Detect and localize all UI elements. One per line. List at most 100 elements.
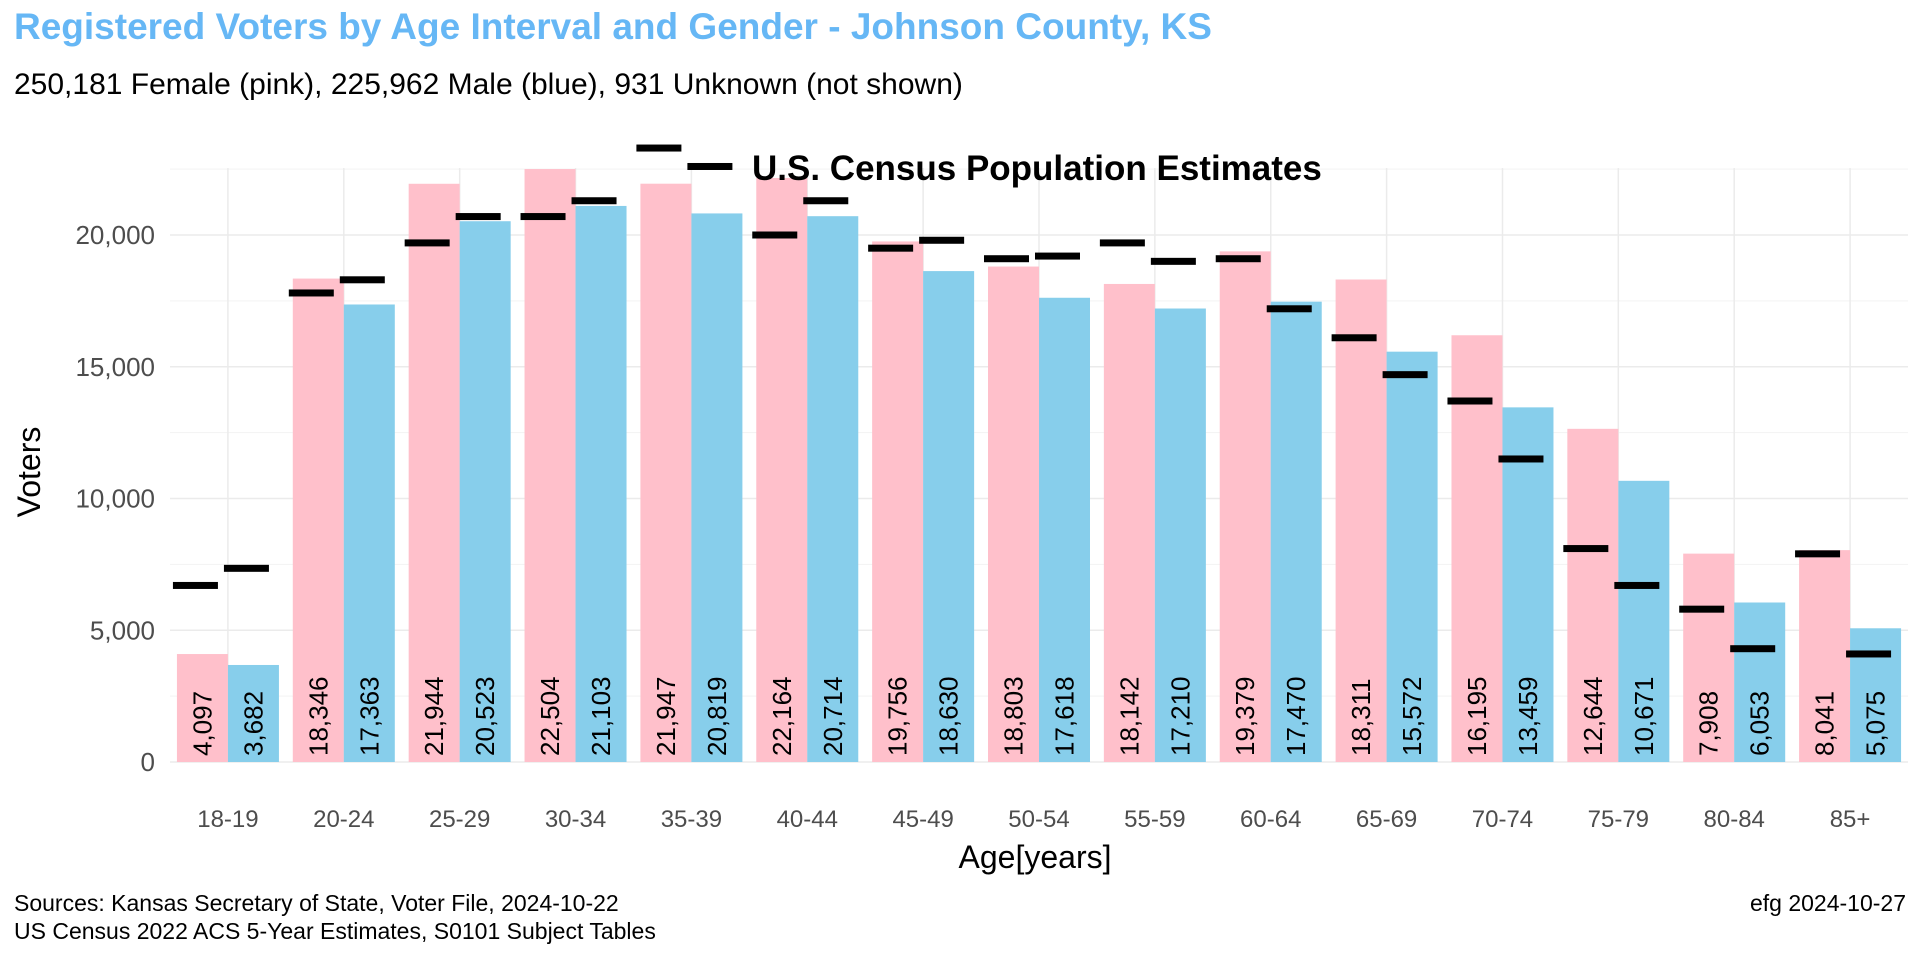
- x-tick-label: 55-59: [1124, 806, 1185, 833]
- x-axis-ticks: 18-19 20-24 25-29 30-34 35-39 40-44 45-49 50-54…: [197, 806, 1870, 833]
- male-bar: [923, 271, 975, 762]
- male-value-label: 6,053: [1745, 691, 1775, 756]
- y-axis-label: Voters: [11, 427, 47, 518]
- x-tick-label: 75-79: [1588, 806, 1649, 833]
- value-labels: 4,097 3,682 18,346 17,363 21,944 20,523 22,504…: [187, 676, 1890, 756]
- female-value-label: 18,803: [999, 676, 1029, 756]
- female-census-marker: [752, 231, 798, 239]
- female-value-label: 18,142: [1114, 676, 1144, 756]
- male-value-label: 13,459: [1513, 676, 1543, 756]
- x-tick-label: 60-64: [1240, 806, 1301, 833]
- male-value-label: 5,075: [1861, 691, 1891, 756]
- female-census-marker: [172, 581, 218, 589]
- female-value-label: 19,379: [1230, 676, 1260, 756]
- female-bar: [872, 241, 924, 763]
- male-bar: [575, 205, 627, 763]
- x-tick-label: 20-24: [313, 806, 374, 833]
- female-value-label: 21,947: [651, 676, 681, 756]
- chart-subtitle: 250,181 Female (pink), 225,962 Male (blu…: [14, 68, 963, 101]
- male-value-label: 20,819: [702, 676, 732, 756]
- female-bar: [1219, 251, 1271, 763]
- male-bar: [343, 304, 395, 762]
- female-bar: [1799, 550, 1851, 762]
- female-census-marker: [1099, 239, 1145, 247]
- male-bar: [1618, 480, 1670, 762]
- x-tick-label: 35-39: [661, 806, 722, 833]
- female-census-marker: [288, 289, 334, 297]
- female-value-label: 16,195: [1462, 676, 1492, 756]
- male-value-label: 17,363: [354, 676, 384, 756]
- census-markers: [172, 144, 1892, 658]
- x-tick-label: 25-29: [429, 806, 490, 833]
- female-value-label: 18,346: [303, 676, 333, 756]
- male-value-label: 18,630: [934, 676, 964, 756]
- source-line-1: Sources: Kansas Secretary of State, Vote…: [14, 890, 619, 916]
- female-bar: [988, 266, 1039, 762]
- y-axis-ticks: 0 5,000 10,000 15,000 20,000: [75, 220, 155, 777]
- male-census-marker: [1498, 455, 1544, 463]
- female-value-label: 21,944: [419, 676, 449, 756]
- male-census-marker: [1614, 581, 1660, 589]
- female-bar: [292, 278, 344, 762]
- male-value-label: 15,572: [1397, 676, 1427, 756]
- male-value-label: 17,618: [1050, 676, 1080, 756]
- y-tick-label: 15,000: [75, 352, 155, 382]
- female-value-label: 22,164: [767, 676, 797, 756]
- female-value-label: 8,041: [1810, 691, 1840, 756]
- source-line-2: US Census 2022 ACS 5-Year Estimates, S01…: [14, 918, 656, 944]
- female-bar: [640, 183, 692, 763]
- female-value-label: 12,644: [1578, 676, 1608, 756]
- male-census-marker: [1266, 305, 1312, 313]
- y-tick-label: 20,000: [75, 220, 155, 250]
- credit: efg 2024-10-27: [1749, 890, 1906, 916]
- male-census-marker: [455, 213, 501, 221]
- female-value-label: 19,756: [883, 676, 913, 756]
- male-census-marker: [339, 276, 385, 284]
- female-bar: [756, 177, 808, 762]
- x-axis-label: Age[years]: [959, 839, 1112, 875]
- male-value-label: 17,210: [1165, 676, 1195, 756]
- x-tick-label: 80-84: [1704, 806, 1765, 833]
- male-census-marker: [1730, 645, 1776, 653]
- census-annotation: U.S. Census Population Estimates: [752, 149, 1322, 188]
- male-census-marker: [1150, 257, 1196, 265]
- chart-title: Registered Voters by Age Interval and Ge…: [14, 6, 1212, 47]
- male-value-label: 20,714: [818, 676, 848, 756]
- x-tick-label: 85+: [1830, 806, 1871, 833]
- male-bar: [1734, 602, 1786, 762]
- male-bar: [1154, 308, 1206, 762]
- male-census-marker: [919, 236, 965, 244]
- y-tick-label: 5,000: [90, 615, 155, 645]
- female-bar: [1683, 553, 1735, 762]
- male-bar: [459, 221, 511, 763]
- male-bar: [1386, 351, 1438, 762]
- male-bar: [691, 213, 743, 762]
- male-value-label: 10,671: [1629, 676, 1659, 756]
- female-value-label: 22,504: [535, 676, 565, 756]
- male-bar: [1270, 301, 1322, 762]
- female-census-marker: [1215, 255, 1261, 263]
- female-census-marker: [404, 239, 450, 247]
- male-bar: [1039, 297, 1090, 762]
- x-tick-label: 40-44: [777, 806, 838, 833]
- female-census-marker: [868, 244, 914, 252]
- x-tick-label: 65-69: [1356, 806, 1417, 833]
- male-census-marker: [1035, 252, 1080, 260]
- y-tick-label: 10,000: [75, 484, 155, 514]
- female-bar: [1103, 283, 1155, 762]
- female-census-marker: [1447, 397, 1493, 405]
- x-tick-label: 18-19: [197, 806, 258, 833]
- male-bar: [1502, 407, 1554, 762]
- female-census-marker: [520, 213, 566, 221]
- male-census-marker: [803, 197, 849, 205]
- female-value-label: 7,908: [1694, 691, 1724, 756]
- male-census-marker: [1382, 371, 1428, 379]
- male-census-marker: [571, 197, 617, 205]
- male-value-label: 21,103: [586, 676, 616, 756]
- male-census-marker: [687, 162, 733, 170]
- female-bar: [1335, 279, 1387, 762]
- y-tick-label: 0: [141, 747, 155, 777]
- female-census-marker: [1563, 545, 1609, 553]
- female-bar: [176, 654, 228, 762]
